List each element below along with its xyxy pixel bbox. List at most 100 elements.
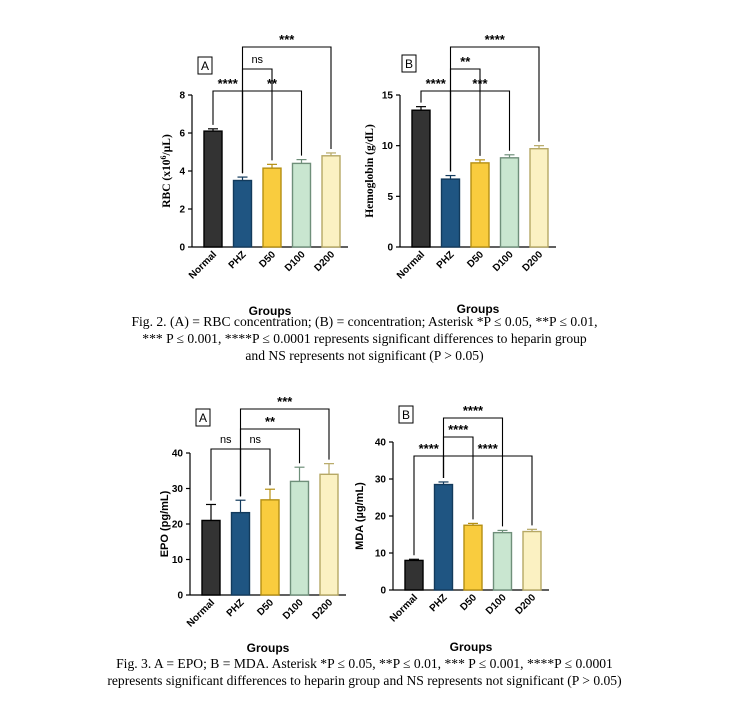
significance-bracket	[442, 417, 504, 527]
fig3-caption-line1: Fig. 3. A = EPO; B = MDA. Asterisk *P ≤ …	[116, 656, 613, 671]
y-tick-label: 0	[179, 243, 185, 254]
bar-d200	[321, 155, 341, 248]
y-tick-label: 40	[172, 449, 184, 460]
bar-phz	[440, 178, 461, 248]
y-axis-label: RBC (x106/µL)	[159, 134, 173, 208]
x-tick-label: D200	[520, 249, 545, 274]
x-axis-label: Groups	[249, 304, 292, 318]
panel-label: B	[405, 57, 413, 71]
y-tick-label: 20	[375, 512, 387, 523]
significance-label: ***	[279, 32, 295, 47]
bar-phz	[232, 179, 253, 248]
x-tick-label: D100	[484, 592, 509, 617]
x-tick-label: D100	[491, 249, 516, 274]
fig2-caption-line2: *** P ≤ 0.001, ****P ≤ 0.0001 represents…	[142, 331, 587, 346]
x-tick-label: PHZ	[227, 249, 249, 271]
significance-label: ****	[448, 422, 469, 437]
significance-bracket	[241, 46, 332, 174]
y-axis-label: EPO (pg/mL)	[159, 490, 171, 557]
x-axis-label: Groups	[450, 640, 493, 654]
significance-label: ****	[218, 76, 239, 91]
panel-label: A	[199, 411, 207, 425]
panel-label: B	[402, 408, 410, 422]
y-tick-label: 10	[382, 141, 394, 152]
significance-label: ****	[478, 441, 499, 456]
bar-normal	[411, 109, 431, 248]
x-tick-label: D50	[257, 249, 278, 270]
bar-normal	[201, 519, 221, 596]
panel-label-box	[197, 56, 213, 75]
x-tick-label: Normal	[388, 592, 420, 624]
x-tick-label: PHZ	[428, 592, 450, 614]
y-tick-label: 0	[177, 591, 183, 602]
x-axis-label: Groups	[457, 302, 500, 316]
y-tick-label: 10	[375, 549, 387, 560]
fig2-caption-line1: Fig. 2. (A) = RBC concentration; (B) = c…	[131, 314, 598, 329]
x-tick-label: Normal	[187, 249, 219, 281]
x-tick-label: Normal	[185, 597, 217, 629]
bar-d100	[289, 480, 310, 596]
x-tick-label: D200	[312, 249, 337, 274]
x-tick-label: PHZ	[435, 249, 457, 271]
significance-label: ****	[463, 403, 484, 418]
y-tick-label: 6	[179, 129, 185, 140]
fig2-caption: Fig. 2. (A) = RBC concentration; (B) = c…	[0, 313, 729, 364]
panel-label-box	[398, 405, 414, 424]
significance-bracket	[210, 448, 242, 501]
y-tick-label: 40	[375, 438, 387, 449]
bar-normal	[404, 559, 424, 591]
significance-label: ns	[251, 54, 263, 66]
significance-label: ****	[426, 76, 447, 91]
y-tick-label: 5	[387, 192, 393, 203]
y-tick-label: 20	[172, 520, 184, 531]
x-axis-label: Groups	[247, 641, 290, 655]
bar-d200	[529, 148, 549, 248]
bar-phz	[433, 483, 454, 591]
x-tick-label: D100	[283, 249, 308, 274]
bar-d100	[499, 157, 520, 248]
y-tick-label: 0	[387, 243, 393, 254]
bar-d50	[260, 499, 280, 596]
y-tick-label: 15	[382, 91, 394, 102]
chart-fig2b: 0 5 10 15 Hemoglobin (g/dL) Normal PHZ D50 D100 D…	[355, 5, 570, 325]
panel-label: A	[201, 59, 209, 73]
bar-d100	[492, 531, 513, 591]
x-tick-label: D200	[310, 597, 335, 622]
significance-bracket	[239, 408, 330, 497]
fig3b-svg: 0 10 20 30 40 MDA (µg/mL) Normal PHZ D50 D100 D200…	[354, 403, 549, 654]
x-tick-label: D50	[458, 592, 479, 613]
chart-fig3a: 0 10 20 30 40 EPO (pg/mL) Normal PHZ D50 D100 D200…	[150, 365, 365, 660]
bar-phz	[230, 511, 251, 596]
y-tick-label: 10	[172, 555, 184, 566]
chart-fig2a: 0 2 4 6 8 RBC (x106/µL) Normal PHZ D50 D100 D200 Gr…	[150, 25, 365, 325]
significance-label: **	[265, 414, 276, 429]
panel-label-box	[195, 408, 211, 427]
bar-d200	[522, 530, 542, 591]
x-tick-label: D100	[281, 597, 306, 622]
fig3-caption: Fig. 3. A = EPO; B = MDA. Asterisk *P ≤ …	[0, 655, 729, 689]
significance-bracket	[442, 455, 533, 526]
y-tick-label: 8	[179, 91, 185, 102]
bar-d50	[470, 162, 490, 248]
significance-label: ****	[485, 32, 506, 47]
fig2a-svg: 0 2 4 6 8 RBC (x106/µL) Normal PHZ D50 D100 D200 Gr…	[159, 32, 348, 318]
y-tick-label: 30	[172, 484, 184, 495]
bar-normal	[203, 130, 223, 248]
x-tick-label: D50	[465, 249, 486, 270]
y-tick-label: 2	[179, 205, 185, 216]
y-axis-label: MDA (µg/mL)	[354, 482, 366, 550]
x-tick-label: Normal	[395, 249, 427, 281]
significance-label: **	[267, 76, 278, 91]
fig2b-svg: 0 5 10 15 Hemoglobin (g/dL) Normal PHZ D50 D100 D…	[364, 32, 556, 316]
panel-label-box	[401, 54, 417, 73]
significance-label: ns	[249, 434, 261, 446]
fig3-caption-line2: represents significant differences to he…	[107, 673, 622, 688]
y-tick-label: 30	[375, 475, 387, 486]
significance-label: **	[460, 54, 471, 69]
chart-fig3b: 0 10 20 30 40 MDA (µg/mL) Normal PHZ D50 D100 D200…	[345, 365, 560, 660]
y-tick-label: 4	[179, 167, 185, 178]
significance-label: ***	[472, 76, 488, 91]
y-tick-label: 0	[380, 586, 386, 597]
significance-label: ***	[277, 394, 293, 409]
significance-label: ****	[419, 441, 440, 456]
